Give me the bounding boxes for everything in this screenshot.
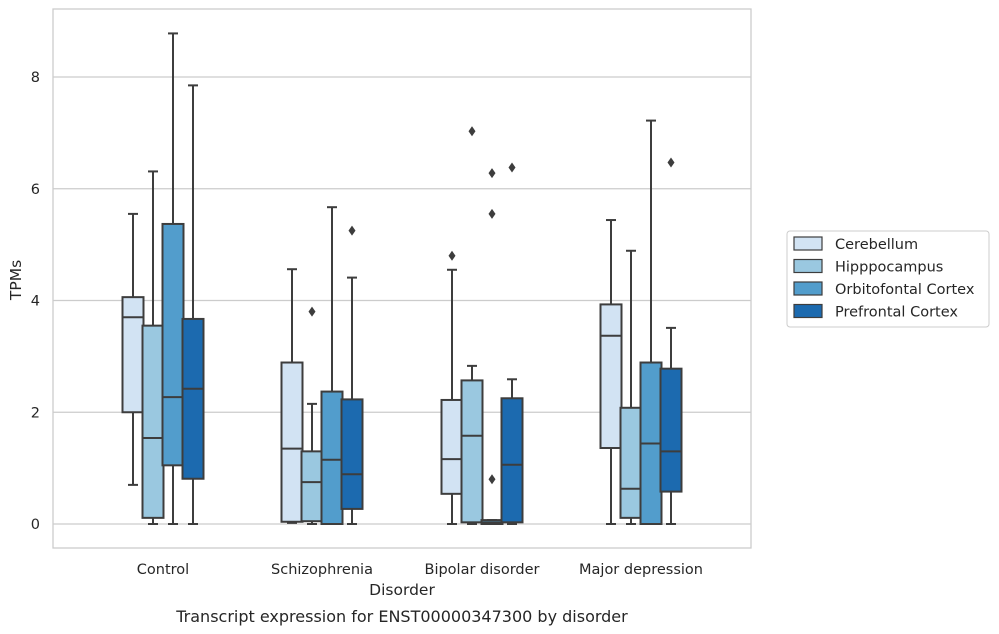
- box-orbitofontal-cortex-control: [161, 32, 185, 525]
- box-cerebellum-schizophrenia: [280, 268, 304, 524]
- box-body: [280, 361, 304, 523]
- box-prefrontal-cortex-bipolar-disorder: [500, 162, 524, 525]
- box-body: [440, 398, 464, 495]
- outlier-point: [488, 168, 496, 179]
- legend-swatch: [793, 258, 823, 274]
- box-orbitofontal-cortex-schizophrenia: [320, 206, 344, 526]
- legend: Cerebellum Hipppocampus Orbitofontal Corte…: [786, 230, 990, 328]
- box-hipppocampus-major-depression: [619, 249, 643, 525]
- chart-caption: Transcript expression for ENST0000034730…: [175, 607, 628, 626]
- y-tick-label: 2: [31, 405, 40, 421]
- legend-label: Orbitofontal Cortex: [835, 282, 975, 298]
- y-tick-label: 4: [31, 294, 40, 310]
- box-prefrontal-cortex-schizophrenia: [340, 225, 364, 525]
- x-tick-label: Control: [137, 562, 189, 578]
- x-axis-label: Disorder: [369, 581, 435, 599]
- box-body: [659, 367, 683, 493]
- outlier-point: [488, 208, 496, 219]
- outlier-point: [308, 306, 316, 317]
- box-orbitofontal-cortex-bipolar-disorder: [480, 168, 504, 525]
- box-body: [500, 397, 524, 524]
- box-hipppocampus-schizophrenia: [300, 306, 324, 525]
- x-tick-label: Major depression: [579, 562, 703, 578]
- x-tick-label: Schizophrenia: [271, 562, 373, 578]
- box-cerebellum-major-depression: [599, 219, 623, 525]
- box-body: [161, 222, 185, 467]
- box-body: [320, 390, 344, 526]
- box-body: [141, 324, 165, 519]
- x-tick-label: Bipolar disorder: [425, 562, 540, 578]
- box-body: [121, 296, 145, 414]
- legend-label: Cerebellum: [835, 237, 918, 253]
- plot-frame: [52, 8, 752, 549]
- legend-frame: [786, 230, 990, 328]
- legend-swatch: [793, 236, 823, 251]
- box-prefrontal-cortex-control: [181, 84, 205, 525]
- outlier-point: [667, 157, 675, 168]
- box-body: [181, 317, 205, 480]
- boxes: [121, 32, 683, 526]
- box-cerebellum-control: [121, 212, 145, 486]
- legend-swatch: [793, 281, 823, 296]
- outlier-point: [348, 225, 356, 236]
- legend-label: Prefrontal Cortex: [835, 305, 958, 321]
- box-cerebellum-bipolar-disorder: [440, 250, 464, 525]
- y-tick-label: 6: [31, 182, 40, 198]
- box-hipppocampus-control: [141, 170, 165, 525]
- outlier-point: [448, 250, 456, 261]
- outlier-point: [488, 474, 496, 485]
- box-body: [340, 398, 364, 510]
- box-body: [599, 303, 623, 450]
- box-body: [460, 379, 484, 524]
- legend-label: Hipppocampus: [835, 260, 943, 276]
- box-hipppocampus-bipolar-disorder: [460, 126, 484, 525]
- y-tick-label: 8: [31, 70, 40, 86]
- outlier-point: [508, 162, 516, 173]
- box-prefrontal-cortex-major-depression: [659, 157, 683, 525]
- box-body: [300, 450, 324, 523]
- y-tick-label: 0: [31, 517, 40, 533]
- y-ticks: 0 2 4 6 8: [31, 70, 40, 533]
- box-orbitofontal-cortex-major-depression: [639, 119, 663, 525]
- x-ticks: Control Schizophrenia Bipolar disorder Majo…: [137, 562, 703, 578]
- legend-swatch: [793, 303, 823, 319]
- box-body: [619, 406, 643, 519]
- outlier-point: [468, 126, 476, 137]
- y-axis-label: TPMs: [7, 260, 25, 301]
